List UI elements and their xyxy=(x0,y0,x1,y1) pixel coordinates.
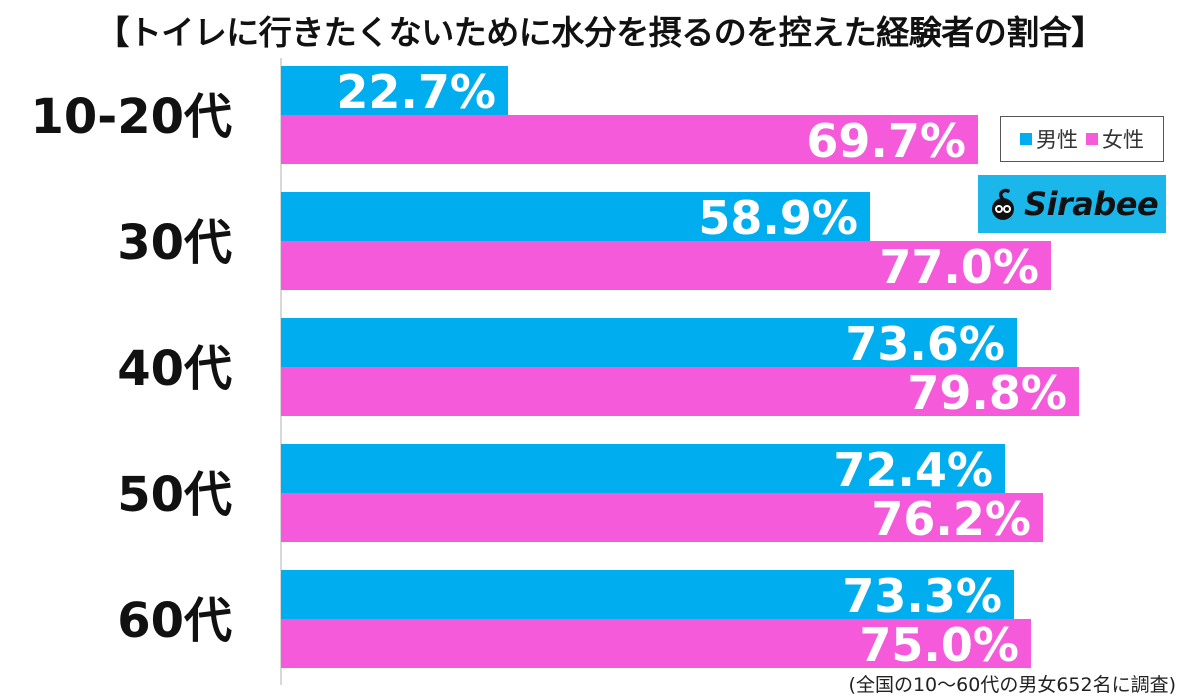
value-label-male: 73.6% xyxy=(845,317,1005,371)
labels-group: 10-20代 22.7% 69.7% 30代 58.9% 77.0% 40代 73.6%79.… xyxy=(30,65,1067,672)
value-label-female: 76.2% xyxy=(871,492,1031,546)
bar-male xyxy=(281,66,508,115)
bar-male xyxy=(281,444,1005,493)
chart-title: 【トイレに行きたくないために水分を摂るのを控えた経験者の割合】 xyxy=(96,13,1104,52)
legend: 男性 女性 xyxy=(1000,116,1164,162)
value-label-male: 73.3% xyxy=(842,569,1002,623)
sirabee-logo-text: Sirabee xyxy=(1024,185,1159,223)
bar-male xyxy=(281,570,1014,619)
value-label-female: 69.7% xyxy=(806,114,966,168)
category-label: 30代 xyxy=(117,215,232,271)
value-label-female: 79.8% xyxy=(907,366,1067,420)
category-label: 40代 xyxy=(117,341,232,397)
legend-item-male: 男性 xyxy=(1020,124,1078,154)
bar-female xyxy=(281,367,1079,416)
category-label: 10-20代 xyxy=(30,89,232,145)
category-label: 60代 xyxy=(117,593,232,649)
bar-female xyxy=(281,115,978,164)
legend-swatch-male xyxy=(1020,133,1032,145)
bars-group xyxy=(281,66,1079,668)
bar-female xyxy=(281,241,1051,290)
legend-swatch-female xyxy=(1086,133,1098,145)
value-label-male: 58.9% xyxy=(698,191,858,245)
bar-male xyxy=(281,192,870,241)
category-label: 50代 xyxy=(117,467,232,523)
bar-female xyxy=(281,493,1043,542)
legend-label-male: 男性 xyxy=(1036,128,1078,152)
bar-female xyxy=(281,619,1031,668)
value-label-male: 72.4% xyxy=(833,443,993,497)
value-label-female: 75.0% xyxy=(859,618,1019,672)
value-label-male: 22.7% xyxy=(336,65,496,119)
sirabee-logo: Sirabee xyxy=(978,175,1166,233)
bar-male xyxy=(281,318,1017,367)
sirabee-logo-icon xyxy=(992,188,1014,220)
footnote: (全国の10〜60代の男女652名に調査) xyxy=(848,674,1176,696)
value-label-female: 77.0% xyxy=(879,240,1039,294)
legend-label-female: 女性 xyxy=(1102,128,1144,152)
legend-item-female: 女性 xyxy=(1086,124,1144,154)
